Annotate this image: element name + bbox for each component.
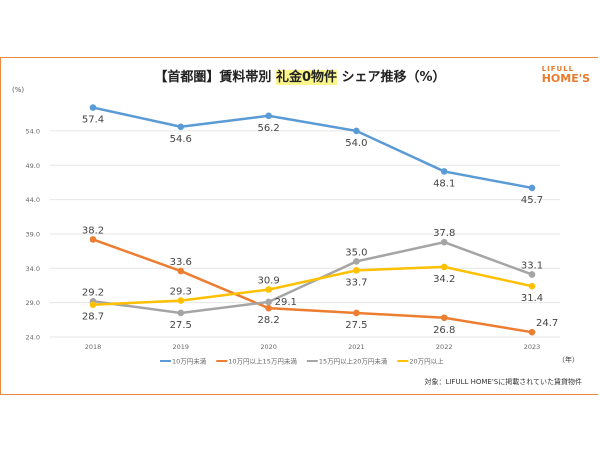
data-point — [528, 184, 536, 192]
x-tick-label: 2022 — [436, 343, 453, 351]
data-point — [265, 112, 272, 120]
data-point — [177, 309, 185, 317]
data-point — [89, 104, 97, 111]
data-label: 30.9 — [257, 276, 279, 287]
data-point — [89, 301, 97, 309]
y-tick-label: 44.0 — [26, 196, 40, 204]
legend-label: 10万円以上15万円未満 — [228, 357, 297, 366]
data-point — [177, 297, 185, 304]
logo-bottom: HOME'S — [541, 72, 590, 85]
x-axis-unit: （年） — [558, 356, 579, 364]
data-point — [89, 236, 97, 243]
data-label: 54.0 — [345, 138, 367, 149]
data-point — [353, 127, 360, 135]
data-label: 29.2 — [82, 287, 104, 298]
data-label: 54.6 — [170, 134, 192, 145]
chart-frame — [0, 57, 598, 395]
data-label: 35.0 — [345, 247, 367, 258]
title-suffix: シェア推移（%） — [337, 70, 446, 85]
data-point — [528, 328, 536, 336]
y-tick-label: 49.0 — [26, 162, 40, 170]
y-tick-label: 34.0 — [26, 265, 40, 273]
lifull-homes-logo: LIFULL HOME'S — [541, 65, 590, 85]
data-point — [440, 263, 448, 271]
chart-title: 【首都圏】賃料帯別 礼金0物件 シェア推移（%） — [120, 66, 480, 85]
data-point — [440, 168, 448, 175]
data-point — [177, 267, 185, 275]
x-tick-label: 2020 — [260, 343, 277, 351]
data-label: 33.7 — [345, 277, 367, 288]
data-point — [353, 258, 360, 265]
data-label: 37.8 — [433, 228, 455, 239]
series-line — [92, 238, 533, 334]
y-tick-label: 29.0 — [26, 299, 40, 307]
data-label: 28.2 — [257, 315, 279, 326]
title-highlight: 礼金0物件 — [275, 70, 337, 85]
data-point — [265, 298, 272, 306]
data-label: 57.4 — [82, 115, 104, 126]
data-label: 24.7 — [536, 318, 558, 329]
x-tick-label: 2023 — [524, 343, 541, 351]
data-point — [265, 304, 272, 312]
x-tick-label: 2021 — [348, 343, 365, 351]
data-point — [528, 282, 536, 290]
x-tick-label: 2019 — [173, 343, 190, 351]
data-label: 26.8 — [433, 325, 455, 336]
data-label: 48.1 — [433, 178, 455, 189]
data-label: 33.1 — [521, 260, 543, 271]
series-line — [92, 106, 533, 190]
data-label: 28.7 — [82, 312, 104, 323]
data-label: 45.7 — [521, 195, 543, 206]
data-label: 29.3 — [170, 287, 192, 298]
data-point — [440, 314, 448, 322]
data-label: 33.6 — [170, 257, 192, 268]
legend-label: 20万円以上 — [409, 357, 444, 366]
series-line — [92, 240, 533, 315]
logo-top: LIFULL — [541, 65, 575, 73]
y-tick-label: 54.0 — [26, 127, 40, 135]
legend-label: 10万円未満 — [172, 357, 207, 366]
y-axis-unit: (%) — [12, 86, 25, 94]
data-point — [353, 267, 360, 274]
data-label: 38.2 — [82, 225, 104, 236]
data-point — [177, 123, 185, 131]
x-tick-label: 2018 — [85, 343, 102, 351]
title-prefix: 【首都圏】賃料帯別 — [154, 70, 276, 85]
data-label: 29.1 — [275, 297, 297, 308]
data-label: 56.2 — [257, 123, 279, 134]
data-point — [265, 286, 272, 293]
series-line — [92, 265, 533, 306]
data-point — [528, 271, 536, 278]
legend-label: 15万円以上20万円未満 — [319, 357, 388, 366]
data-point — [440, 238, 448, 246]
y-tick-label: 39.0 — [26, 230, 40, 238]
data-point — [353, 309, 360, 317]
data-label: 27.5 — [345, 320, 367, 331]
data-label: 34.2 — [433, 274, 455, 285]
data-label: 27.5 — [170, 320, 192, 331]
y-tick-label: 24.0 — [26, 334, 40, 342]
data-label: 31.4 — [521, 293, 543, 304]
source-note: 対象：LIFULL HOME'Sに掲載されていた賃貸物件 — [424, 378, 582, 386]
